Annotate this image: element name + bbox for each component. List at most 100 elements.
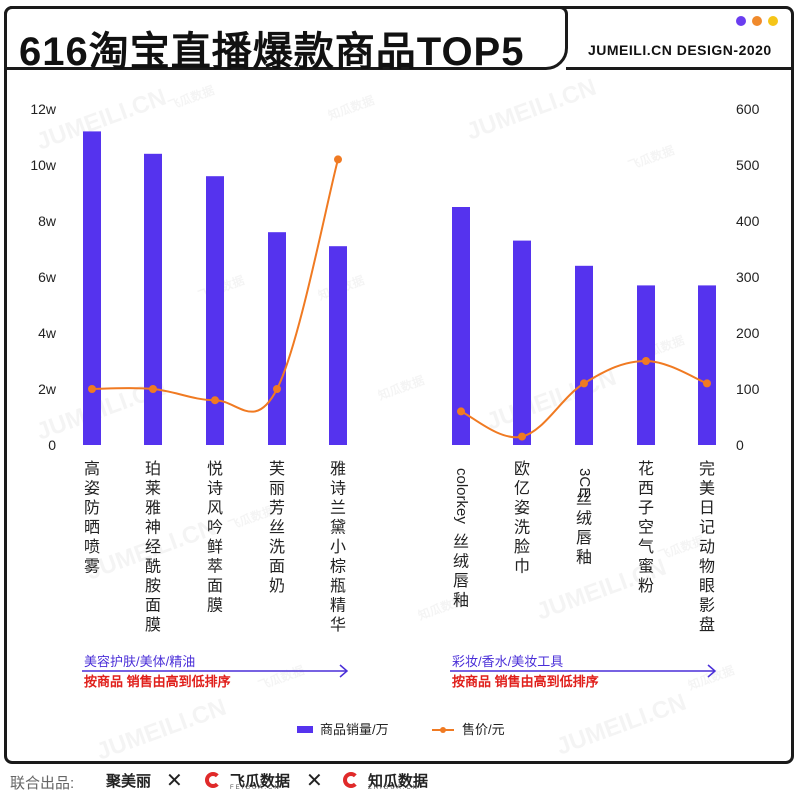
legend-line-marker <box>440 727 446 733</box>
category-label-part: 绒 <box>576 509 592 527</box>
category-label-part: 记 <box>699 519 715 537</box>
price-point <box>88 385 96 393</box>
watermark-text: JUMEILI.CN <box>463 74 600 146</box>
chart-legend: 商品销量/万 售价/元 <box>297 722 505 737</box>
sales-bar <box>575 265 593 445</box>
y-right-tick-label: 300 <box>736 269 760 285</box>
sales-bar <box>452 207 470 445</box>
category-label-part: 绒 <box>453 552 469 570</box>
category-label-part: 芙 <box>269 460 285 478</box>
category-label-part: colorkey <box>453 468 470 524</box>
category-label-part: 釉 <box>453 591 469 609</box>
watermark-text: 飞瓜数据 <box>626 142 676 173</box>
sales-bar <box>268 232 286 445</box>
y-left-tick-label: 10w <box>30 157 57 173</box>
category-label-part: 面 <box>145 598 161 615</box>
category-label-part: 胺 <box>145 577 161 595</box>
y-left-tick-label: 4w <box>38 325 57 341</box>
category-label-part: 高 <box>84 460 100 478</box>
header-rule <box>566 67 794 70</box>
category-label-part: 喷 <box>84 538 100 556</box>
category-label-part: 诗 <box>207 480 223 498</box>
category-label-part: 粉 <box>638 577 654 595</box>
price-point <box>273 385 281 393</box>
category-label-part: 空 <box>638 519 654 537</box>
sales-price-chart: JUMEILI.CN JUMEILI.CN JUMEILI.CN JUMEILI.CN… <box>30 74 759 766</box>
price-point <box>211 396 219 405</box>
y-right-tick-label: 500 <box>736 157 760 173</box>
category-label-part: 动 <box>699 538 715 556</box>
title-tab: 616淘宝直播爆款商品TOP5 <box>4 6 568 74</box>
sales-bar <box>144 153 162 446</box>
bars-layer <box>83 131 716 446</box>
category-label-part: 面 <box>269 559 285 576</box>
category-label-part: 蜜 <box>638 557 654 576</box>
y-left-tick-label: 8w <box>38 213 57 229</box>
category-label-part: 瓶 <box>330 577 346 595</box>
category-label-part: 亿 <box>514 480 530 498</box>
watermark-text: 知瓜数据 <box>325 92 376 123</box>
category-label-part: 脸 <box>514 538 530 556</box>
yellow-dot-icon <box>768 16 778 26</box>
partner-feigua: 飞瓜数据 <box>230 773 291 790</box>
group-1-arrowhead-icon <box>339 664 349 678</box>
page-title: 616淘宝直播爆款商品TOP5 <box>19 30 525 74</box>
category-label-part: 神 <box>145 519 161 537</box>
category-label-part: 眼 <box>699 577 715 595</box>
category-label-part: 洗 <box>514 519 530 537</box>
line-layer <box>88 155 711 441</box>
separator-x-icon: ✕ <box>306 770 323 792</box>
category-label-part: 日 <box>699 500 715 517</box>
category-label-part: 丝 <box>453 533 469 551</box>
price-point <box>149 385 157 393</box>
category-label-part: 唇 <box>453 573 469 590</box>
category-label-part: 萃 <box>207 558 223 576</box>
category-label-part: 洗 <box>269 538 285 556</box>
category-label-part: 完 <box>699 460 715 478</box>
footer: 联合出品: 聚美丽 ✕ 飞瓜数据 FEIGUA.CN ✕ 知瓜数据 ZHIGUA… <box>0 766 800 796</box>
y-left-tick-label: 6w <box>38 269 57 285</box>
sales-bar <box>637 285 655 445</box>
watermark-text: 飞瓜数据 <box>256 662 306 693</box>
category-label-part: 面 <box>207 578 223 595</box>
category-label-part: 子 <box>638 499 654 517</box>
price-point <box>580 379 588 388</box>
category-label-part: 风 <box>207 500 223 517</box>
legend-bar-label: 商品销量/万 <box>320 722 389 737</box>
category-label-part: 鲜 <box>207 538 223 556</box>
sales-bar <box>83 131 101 445</box>
price-point <box>518 432 526 441</box>
sales-bar <box>513 240 531 445</box>
partner-zhigua-url: ZHIGUA.CN <box>368 785 419 791</box>
category-label-part: 防 <box>84 499 100 517</box>
price-point <box>457 407 465 416</box>
category-label-part: 欧 <box>514 460 530 478</box>
price-point <box>703 379 711 388</box>
sales-bar <box>329 246 347 445</box>
y-right-tick-label: 0 <box>736 437 744 453</box>
partner-zhigua: 知瓜数据 <box>368 773 429 790</box>
labels-layer: 高姿防晒喷雾珀莱雅神经酰胺面膜悦诗风吟鲜萃面膜芙丽芳丝洗面奶雅诗兰黛小棕瓶精华c… <box>84 460 715 634</box>
group-1-category: 美容护肤/美体/精油 <box>84 654 195 669</box>
category-label-part: 釉 <box>576 548 592 566</box>
y-left-tick-label: 0 <box>48 437 56 453</box>
partner-feigua-url: FEIGUA.CN <box>230 785 281 791</box>
category-label-part: 奶 <box>269 577 285 595</box>
category-label-part: 酰 <box>145 558 161 576</box>
category-label-part: 丝 <box>269 519 285 537</box>
axes-layer: 0 2w 4w 6w 8w 10w 12w 0 100 200 300 400 500 600 <box>30 101 759 453</box>
watermark-text: JUMEILI.CN <box>33 84 170 156</box>
category-label-part: 气 <box>638 538 654 556</box>
category-label-part: 黛 <box>330 519 346 537</box>
y-right-tick-label: 100 <box>736 381 760 397</box>
category-label-part: 吟 <box>207 519 223 537</box>
category-label-part: 膜 <box>145 616 161 634</box>
chart-frame <box>4 6 794 764</box>
category-label-part: 丽 <box>269 481 285 498</box>
category-label-part: 经 <box>145 538 161 556</box>
group-1-sort-note: 按商品 销售由高到低排序 <box>84 674 231 689</box>
category-label-part: 3CE <box>576 468 593 497</box>
category-label-part: 美 <box>699 480 715 498</box>
category-label-part: 雾 <box>84 558 100 576</box>
group-2-arrowhead-icon <box>707 664 717 678</box>
